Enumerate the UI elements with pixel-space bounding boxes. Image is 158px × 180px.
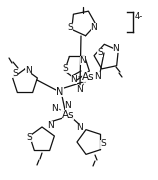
Text: As: As: [62, 110, 74, 120]
Text: N: N: [25, 66, 31, 75]
Text: N: N: [65, 100, 71, 109]
Text: S: S: [67, 22, 73, 32]
Text: N: N: [71, 75, 77, 84]
Text: N: N: [91, 22, 97, 32]
Text: S: S: [12, 69, 18, 78]
Text: S: S: [97, 48, 103, 57]
Text: S: S: [62, 64, 68, 73]
Text: As: As: [82, 72, 94, 82]
Text: N: N: [47, 120, 53, 129]
Text: S: S: [26, 132, 32, 141]
Text: 4-: 4-: [135, 12, 143, 21]
Text: N: N: [77, 84, 83, 93]
Text: N: N: [95, 71, 101, 80]
Text: S: S: [100, 140, 106, 148]
Text: N: N: [80, 55, 86, 64]
Text: N: N: [77, 123, 83, 132]
Text: N: N: [56, 87, 64, 97]
Text: N: N: [113, 44, 119, 53]
Text: N: N: [52, 103, 58, 112]
